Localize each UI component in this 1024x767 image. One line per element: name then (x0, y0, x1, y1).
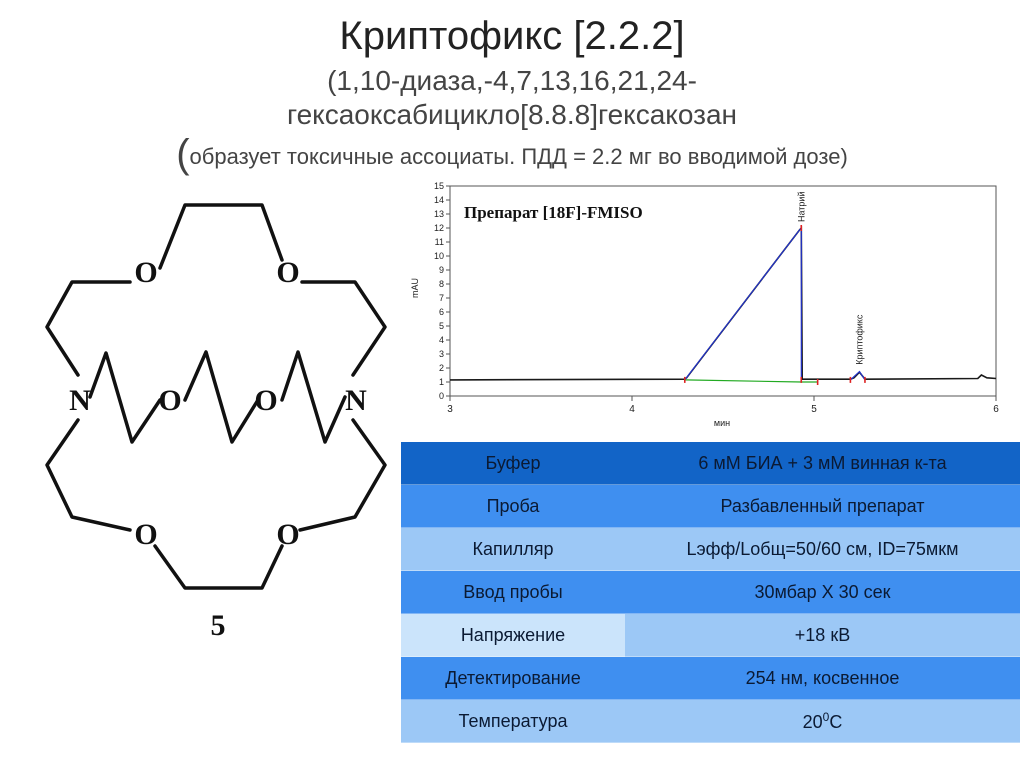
y-tick-label: 9 (439, 265, 444, 275)
series-line (849, 370, 866, 381)
param-label: Ввод пробы (401, 570, 625, 614)
atom-o-mid-left: O (158, 384, 181, 417)
note-text: образует токсичные ассоциаты. ПДД = 2.2 … (189, 144, 848, 169)
param-value-text: 254 нм, косвенное (745, 667, 900, 688)
plot-frame (449, 185, 997, 397)
atom-o-mid-right: O (254, 384, 277, 417)
x-tick-label: 6 (993, 404, 999, 415)
param-value-text: 20 (802, 711, 823, 732)
table-row: Напряжение +18 кВ (401, 613, 1020, 657)
atom-o-top-right: O (276, 256, 299, 289)
table-row: Температура 200C (401, 699, 1020, 743)
y-tick-label: 12 (434, 223, 444, 233)
param-value: Разбавленный препарат (625, 484, 1020, 528)
param-value-text: 30мбар Х 30 сек (754, 581, 891, 602)
y-tick-label: 6 (439, 307, 444, 317)
series-line (684, 226, 802, 381)
y-tick-label: 15 (434, 181, 444, 191)
y-tick-label: 10 (434, 251, 444, 261)
param-label: Буфер (401, 442, 625, 485)
param-value-text: Lэфф/Lобщ=50/60 см, ID=75мкм (686, 538, 959, 559)
slide-note: (образует токсичные ассоциаты. ПДД = 2.2… (0, 134, 1024, 180)
bond-middle-left (88, 351, 162, 444)
param-value: Lэфф/Lобщ=50/60 см, ID=75мкм (625, 527, 1020, 571)
y-tick-label: 3 (439, 349, 444, 359)
series-line (684, 379, 818, 383)
y-tick-label: 11 (435, 237, 444, 247)
series-line (449, 225, 997, 381)
param-value: 6 мМ БИА + 3 мМ винная к-та (625, 442, 1020, 485)
slide-title: Криптофикс [2.2.2] (339, 14, 685, 58)
table-row: Проба Разбавленный препарат (401, 484, 1020, 528)
atom-o-bottom-right: O (276, 518, 299, 551)
parameters-table: Буфер 6 мМ БИА + 3 мМ винная к-та Проба Раз… (401, 442, 1020, 743)
marker-layer (683, 225, 866, 385)
param-value-unit: C (829, 711, 843, 732)
bond-top-mid (158, 203, 284, 270)
y-tick-label: 8 (439, 279, 444, 289)
note-paren: ( (176, 132, 190, 176)
param-value-text: Разбавленный препарат (720, 495, 925, 516)
table-row: Капилляр Lэфф/Lобщ=50/60 см, ID=75мкм (401, 527, 1020, 571)
y-tick-label: 0 (439, 391, 444, 401)
bond-middle-right (280, 350, 347, 444)
y-tick-label: 1 (439, 377, 444, 387)
x-tick-label: 4 (629, 404, 635, 415)
bond-top-right (300, 280, 387, 377)
param-label: Детектирование (401, 656, 625, 700)
x-axis: 3 4 5 6 (447, 396, 999, 415)
param-label: Температура (401, 699, 625, 743)
x-tick-label: 5 (811, 404, 817, 415)
y-tick-label: 14 (434, 195, 444, 205)
peak-label: Криптофикс (855, 314, 865, 365)
atom-o-bottom-left: O (134, 518, 157, 551)
peak-label-layer: Натрий Криптофикс (796, 192, 864, 365)
y-tick-label: 5 (439, 321, 444, 331)
y-tick-label: 13 (434, 209, 444, 219)
table-row: Детектирование 254 нм, косвенное (401, 656, 1020, 700)
y-tick-label: 7 (439, 293, 444, 303)
param-value: 30мбар Х 30 сек (625, 570, 1020, 614)
x-tick-label: 3 (447, 404, 453, 415)
y-tick-label: 2 (439, 363, 444, 373)
table-row: Ввод пробы 30мбар Х 30 сек (401, 570, 1020, 614)
subtitle-line-2: гексаоксабицикло[8.8.8]гексакозан (287, 99, 737, 130)
atom-n-left: N (69, 384, 91, 417)
param-value: 200C (625, 699, 1020, 743)
param-value-text: +18 кВ (794, 624, 851, 645)
atom-n-right: N (345, 384, 367, 417)
param-label: Капилляр (401, 527, 625, 571)
param-label: Проба (401, 484, 625, 528)
param-value: 254 нм, косвенное (625, 656, 1020, 700)
chart-title: Препарат [18F]-FMISO (464, 203, 643, 222)
y-axis-label: mAU (410, 278, 420, 298)
table-row: Буфер 6 мМ БИА + 3 мМ винная к-та (401, 442, 1020, 485)
subtitle-line-1: (1,10-диаза,-4,7,13,16,21,24- (327, 65, 697, 96)
param-label: Напряжение (401, 613, 625, 657)
param-value-text: 6 мМ БИА + 3 мМ винная к-та (698, 452, 947, 473)
compound-number: 5 (211, 609, 226, 642)
bond-bottom-mid (153, 544, 284, 590)
x-axis-label: мин (714, 418, 730, 428)
bond-bottom-left (45, 418, 132, 532)
param-value: +18 кВ (625, 613, 1020, 657)
y-tick-label: 4 (439, 335, 444, 345)
param-value-sup: 0 (822, 709, 830, 724)
slide-subtitle: (1,10-диаза,-4,7,13,16,21,24- гексаоксаб… (0, 64, 1024, 132)
series-layer (449, 225, 997, 383)
bond-top-left (45, 280, 132, 377)
peak-label: Натрий (796, 192, 806, 223)
cryptand-structure: O O N O O N O O 5 (45, 203, 387, 642)
atom-o-top-left: O (134, 256, 157, 289)
bond-middle-center (183, 350, 260, 444)
bond-bottom-right (298, 418, 387, 532)
